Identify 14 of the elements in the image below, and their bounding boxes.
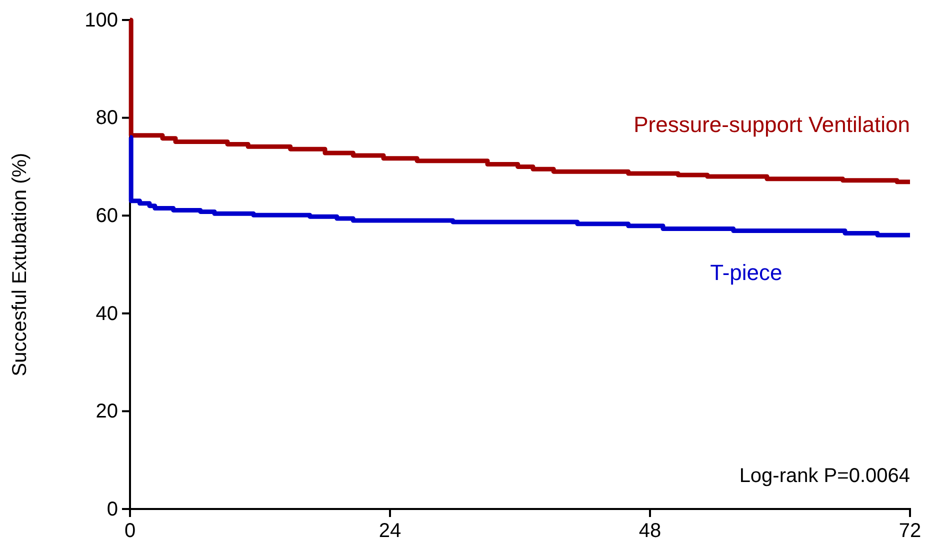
series-label: T-piece xyxy=(710,260,782,286)
x-tick-label: 72 xyxy=(898,520,922,542)
annotation: Log-rank P=0.0064 xyxy=(739,465,910,487)
y-axis-title: Succesful Extubation (%) xyxy=(9,152,31,376)
y-tick-label: 100 xyxy=(84,9,118,32)
y-tick-label: 60 xyxy=(96,205,118,227)
y-tick-label: 20 xyxy=(96,400,118,423)
y-tick-label: 40 xyxy=(96,302,118,325)
series-label: Pressure-support Ventilation xyxy=(634,112,910,137)
x-tick-label: 24 xyxy=(378,520,402,542)
x-tick-label: 48 xyxy=(638,520,662,542)
y-tick-label: 80 xyxy=(96,107,118,130)
y-tick-label: 0 xyxy=(106,498,118,520)
x-tick-label: 0 xyxy=(124,520,136,542)
